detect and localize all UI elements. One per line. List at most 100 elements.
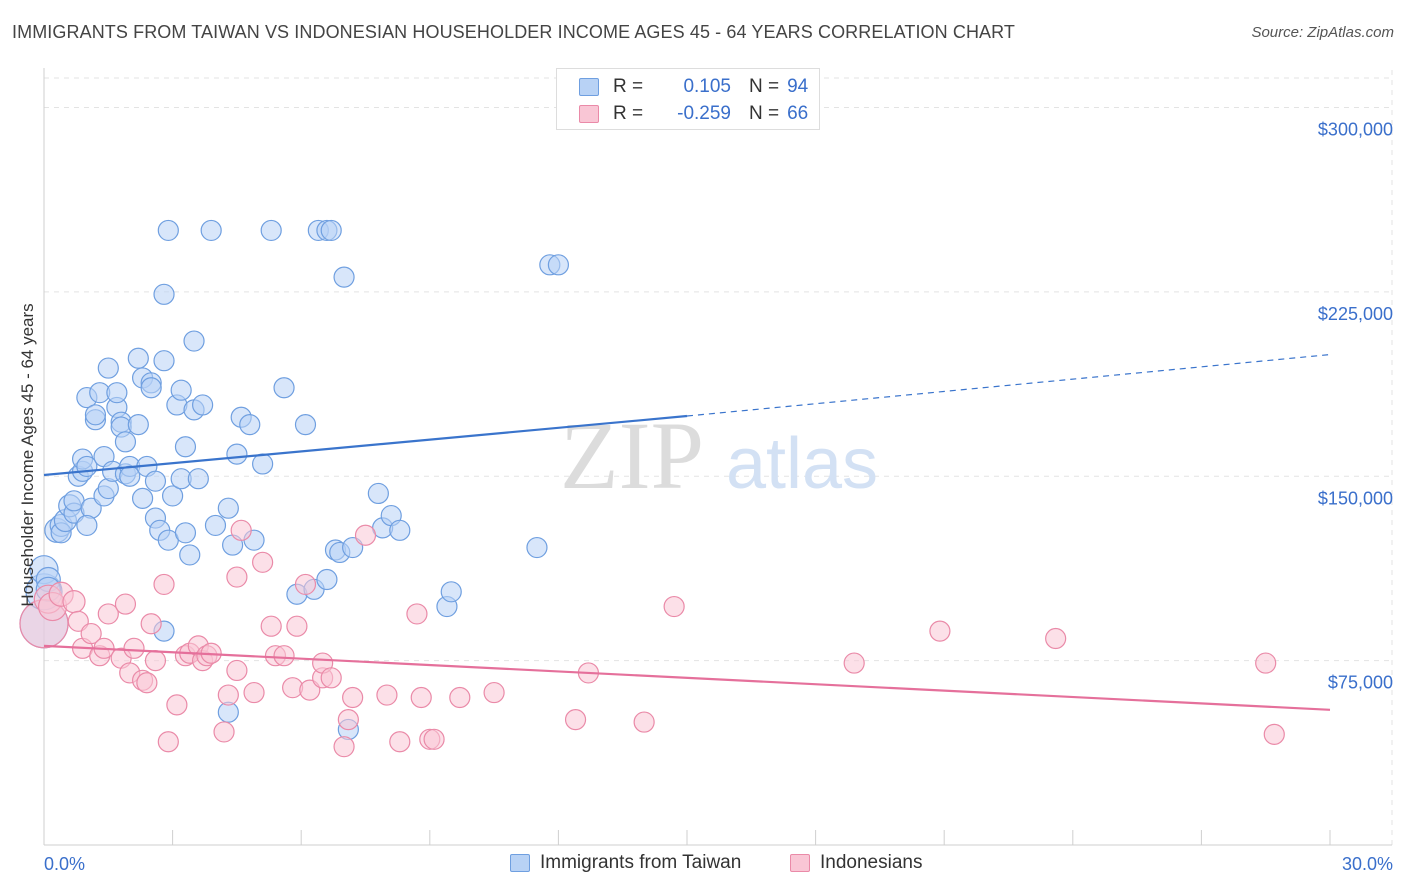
- taiwan-point: [174, 522, 197, 544]
- indonesian-point: [843, 652, 865, 674]
- indonesian-point: [243, 681, 265, 704]
- stat-row-taiwan: R = 0.105 N = 94: [579, 75, 808, 99]
- indonesian-point: [337, 709, 359, 731]
- indonesian-point: [294, 573, 317, 596]
- indonesian-point: [406, 603, 428, 625]
- indonesian-point: [376, 684, 398, 706]
- taiwan-point: [526, 536, 548, 559]
- stat-row-indonesians: R = -0.259 N = 66: [579, 102, 808, 126]
- taiwan-point: [144, 470, 167, 492]
- pink-swatch-icon: [579, 105, 599, 123]
- indonesian-point: [389, 731, 411, 753]
- taiwan-point: [273, 377, 295, 399]
- taiwan-point: [367, 482, 389, 505]
- taiwan-point: [140, 377, 162, 399]
- indonesian-point: [299, 679, 321, 701]
- taiwan-point: [547, 254, 570, 276]
- indonesian-point: [286, 615, 308, 637]
- taiwan-point: [342, 536, 364, 559]
- indonesian-point: [230, 519, 252, 541]
- y-tick-label: $75,000: [1328, 673, 1393, 693]
- indonesian-trend-line: [43, 644, 1331, 711]
- y-tick-label: $300,000: [1318, 120, 1393, 140]
- taiwan-point: [333, 266, 355, 288]
- r-label: R =: [613, 76, 644, 97]
- legend-blue-swatch-icon: [510, 854, 530, 872]
- indonesian-point: [1255, 652, 1277, 674]
- y-tick-label: $150,000: [1318, 488, 1393, 508]
- legend-pink-swatch-icon: [790, 854, 810, 872]
- indonesian-point: [1045, 627, 1067, 650]
- y-axis-label: Householder Income Ages 45 - 64 years: [18, 303, 37, 606]
- r-label: R =: [613, 103, 644, 124]
- indonesian-point: [273, 645, 295, 667]
- indonesian-point: [410, 686, 432, 709]
- taiwan-point: [389, 519, 411, 541]
- indonesian-point: [213, 721, 235, 743]
- taiwan-point: [239, 414, 261, 436]
- indonesian-point: [633, 711, 655, 733]
- taiwan-point: [76, 514, 98, 537]
- taiwan-point: [252, 453, 274, 475]
- taiwan-trend-extension: [686, 353, 1331, 417]
- watermark-atlas: atlas: [726, 424, 878, 504]
- indonesian-point: [564, 709, 587, 731]
- taiwan-point: [200, 219, 222, 242]
- taiwan-point: [187, 468, 209, 490]
- indonesian-point: [153, 573, 175, 596]
- trend-layer: [43, 353, 1331, 711]
- taiwan-point: [106, 382, 128, 404]
- taiwan-point: [226, 443, 248, 465]
- taiwan-point: [183, 330, 205, 352]
- axis-layer: $75,000 $150,000 $225,000 $300,000: [43, 68, 1393, 846]
- indonesian-point: [226, 566, 248, 588]
- indonesian-point: [226, 659, 248, 682]
- n-label: N =: [749, 103, 780, 124]
- indonesian-point: [62, 590, 86, 614]
- taiwan-point: [217, 497, 239, 519]
- indonesian-point: [80, 622, 102, 645]
- taiwan-point: [179, 544, 201, 566]
- indonesian-point: [144, 650, 167, 672]
- indonesian-point: [140, 613, 162, 635]
- indonesian-point: [67, 610, 89, 632]
- correlation-stats-box: R = 0.105 N = 94 R = -0.259 N = 66: [556, 68, 820, 130]
- taiwan-point: [84, 404, 107, 426]
- taiwan-point: [153, 283, 175, 305]
- indonesian-point: [252, 551, 274, 573]
- indonesian-point: [123, 637, 145, 659]
- indonesian-point: [449, 686, 471, 709]
- taiwan-point: [192, 394, 214, 416]
- legend-item-indonesians[interactable]: Indonesians: [790, 852, 922, 874]
- indonesian-point: [320, 667, 342, 689]
- indonesian-point: [157, 731, 179, 753]
- indonesian-point: [342, 686, 364, 709]
- taiwan-point: [97, 357, 119, 379]
- indonesian-point: [217, 684, 239, 706]
- n-value: 94: [787, 76, 809, 97]
- indonesian-point: [260, 615, 282, 637]
- indonesian-point: [663, 595, 685, 618]
- taiwan-point: [260, 219, 282, 242]
- x-tick-label-max: 30.0%: [1342, 854, 1393, 874]
- indonesian-point: [929, 620, 951, 642]
- taiwan-point: [174, 436, 197, 458]
- taiwan-point: [153, 350, 175, 372]
- indonesian-point: [1263, 723, 1285, 745]
- n-value: 66: [787, 103, 809, 124]
- legend-item-taiwan[interactable]: Immigrants from Taiwan: [510, 852, 741, 874]
- indonesian-point: [423, 728, 445, 750]
- y-tick-label: $225,000: [1318, 304, 1393, 324]
- indonesian-point: [97, 603, 119, 625]
- taiwan-point: [170, 379, 192, 401]
- legend-label: Immigrants from Taiwan: [540, 852, 742, 873]
- taiwan-point: [440, 581, 462, 603]
- taiwan-point: [320, 219, 342, 242]
- taiwan-point: [127, 414, 149, 436]
- indonesian-point: [114, 593, 137, 615]
- taiwan-trend-line: [43, 414, 688, 477]
- taiwan-point: [114, 431, 137, 453]
- taiwan-point: [294, 414, 317, 436]
- indonesian-point: [354, 524, 377, 546]
